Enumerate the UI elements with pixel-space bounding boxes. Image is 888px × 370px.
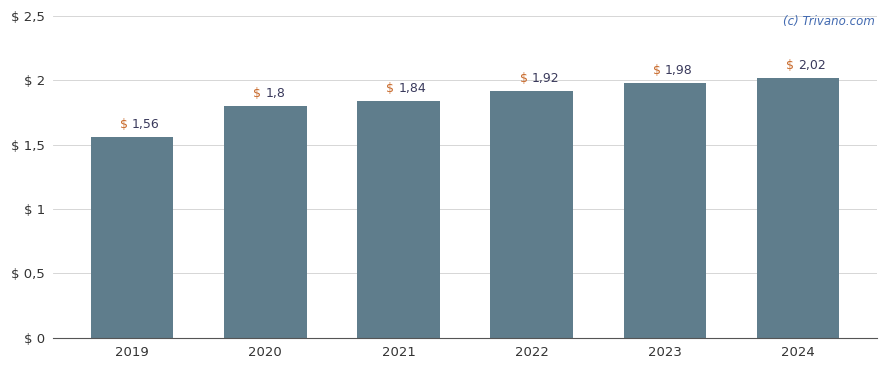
Bar: [224, 106, 306, 337]
Bar: [91, 137, 173, 337]
Text: 1,56: 1,56: [132, 118, 160, 131]
Text: 1,84: 1,84: [399, 82, 426, 95]
Text: $: $: [253, 87, 266, 100]
Text: (c) Trivano.com: (c) Trivano.com: [783, 15, 875, 28]
Bar: [490, 91, 573, 337]
Text: $: $: [519, 72, 532, 85]
Bar: [757, 78, 839, 337]
Text: 2,02: 2,02: [798, 59, 826, 72]
Text: $: $: [120, 118, 132, 131]
Text: $: $: [653, 64, 665, 77]
Text: 1,8: 1,8: [266, 87, 285, 100]
Bar: [357, 101, 440, 337]
Bar: [623, 83, 706, 337]
Text: 1,92: 1,92: [532, 72, 559, 85]
Text: $: $: [786, 59, 798, 72]
Text: 1,98: 1,98: [665, 64, 693, 77]
Text: $: $: [386, 82, 399, 95]
